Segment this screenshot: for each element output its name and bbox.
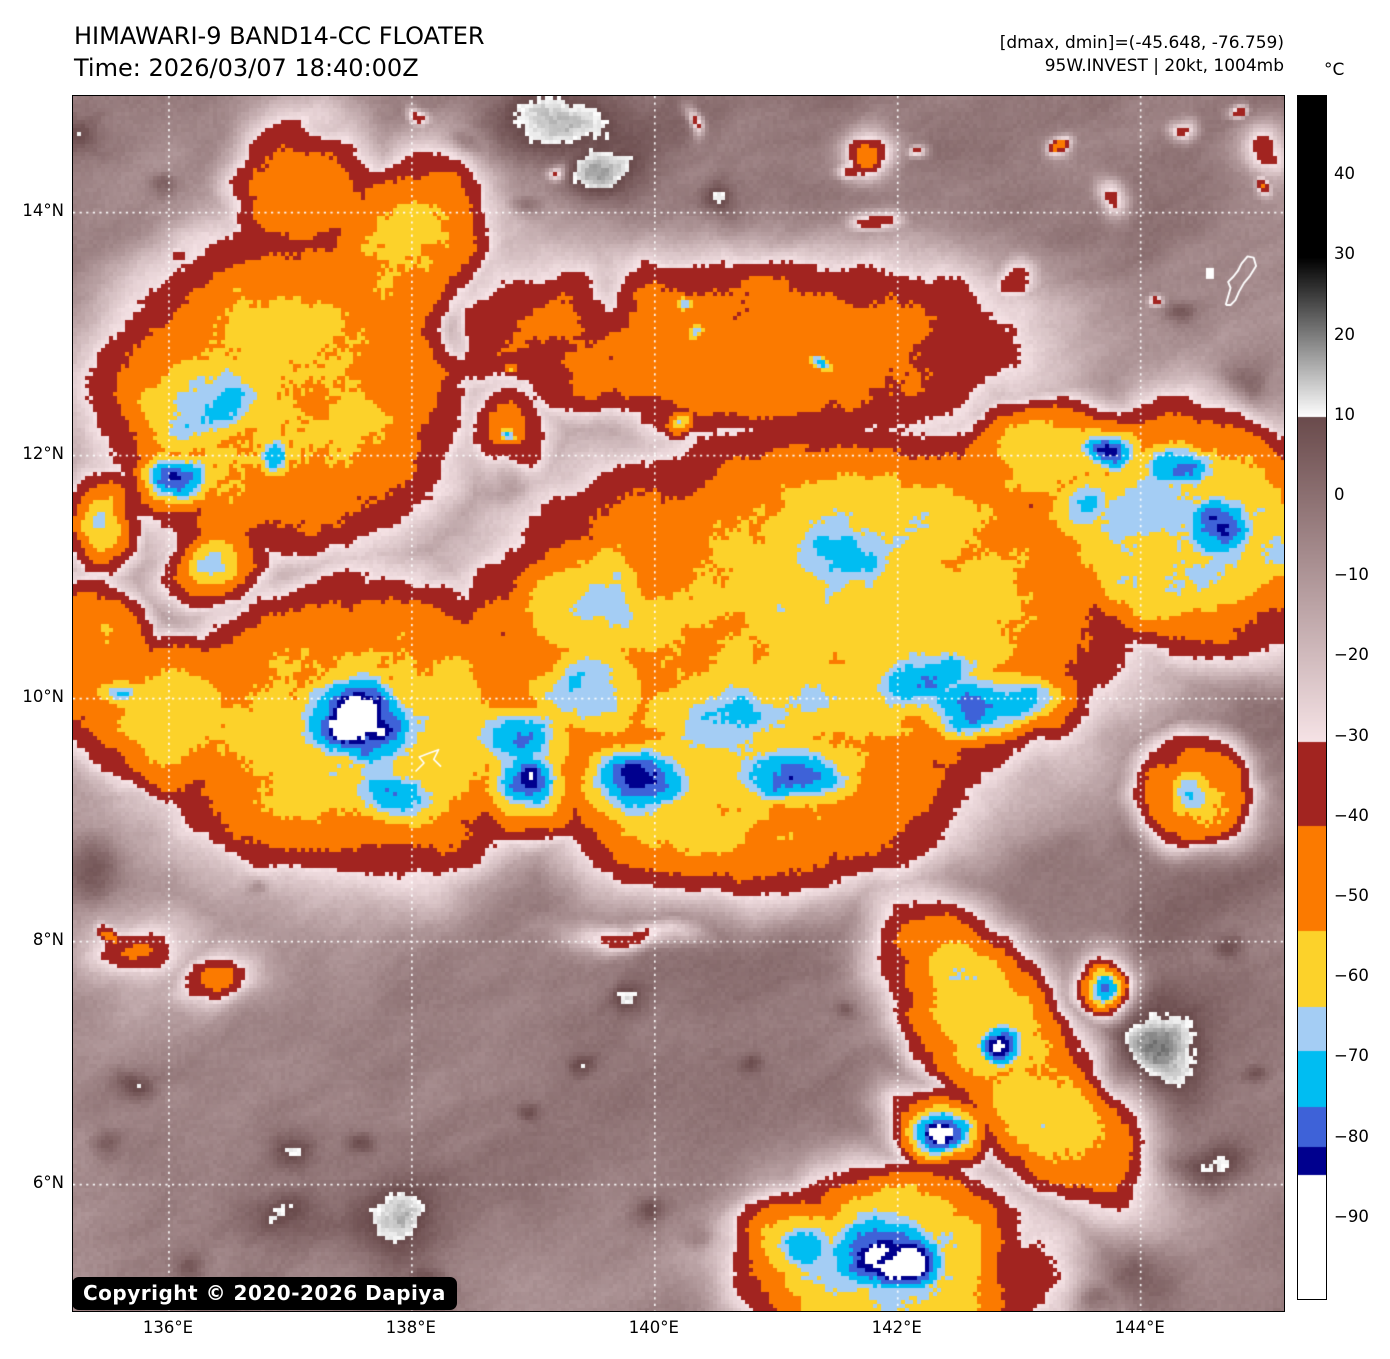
colorbar-tick--80: −80	[1334, 1126, 1369, 1146]
colorbar-tick--60: −60	[1334, 966, 1369, 986]
lon-tick-136: 136°E	[142, 1318, 194, 1337]
colorbar-tick--30: −30	[1334, 725, 1369, 745]
satellite-image-canvas	[73, 96, 1284, 1311]
lat-tick-6: 6°N	[32, 1172, 64, 1192]
page-title: HIMAWARI-9 BAND14-CC FLOATER	[74, 22, 485, 50]
lon-tick-142: 142°E	[871, 1318, 922, 1337]
lon-tick-144: 144°E	[1114, 1318, 1165, 1337]
lon-tick-138: 138°E	[385, 1318, 436, 1337]
colorbar-unit-label: °C	[1324, 60, 1345, 80]
invest-intensity-label: 95W.INVEST | 20kt, 1004mb	[1044, 56, 1284, 76]
dmax-dmin-label: [dmax, dmin]=(-45.648, -76.759)	[999, 33, 1284, 53]
colorbar-tick-0: 0	[1334, 485, 1345, 504]
lat-tick-10: 10°N	[22, 686, 64, 706]
colorbar-tick--10: −10	[1334, 565, 1369, 585]
colorbar-tick--90: −90	[1334, 1206, 1369, 1226]
temperature-colorbar	[1297, 95, 1327, 1300]
colorbar-canvas	[1298, 96, 1326, 1299]
timestamp-label: Time: 2026/03/07 18:40:00Z	[74, 54, 419, 82]
copyright-badge: Copyright © 2020-2026 Dapiya	[72, 1277, 457, 1310]
lat-tick-8: 8°N	[32, 929, 64, 949]
lat-tick-14: 14°N	[22, 200, 64, 220]
satellite-map-panel	[72, 95, 1285, 1312]
colorbar-tick--70: −70	[1334, 1046, 1369, 1066]
colorbar-tick--40: −40	[1334, 805, 1369, 825]
colorbar-tick-40: 40	[1334, 164, 1355, 184]
colorbar-tick-10: 10	[1334, 404, 1355, 424]
lat-tick-12: 12°N	[22, 443, 64, 463]
colorbar-tick--20: −20	[1334, 645, 1369, 665]
colorbar-tick--50: −50	[1334, 886, 1369, 905]
colorbar-tick-20: 20	[1334, 324, 1355, 344]
storm-info-block: [dmax, dmin]=(-45.648, -76.759) 95W.INVE…	[1000, 32, 1284, 78]
colorbar-tick-30: 30	[1334, 244, 1355, 264]
lon-tick-140: 140°E	[628, 1318, 679, 1337]
